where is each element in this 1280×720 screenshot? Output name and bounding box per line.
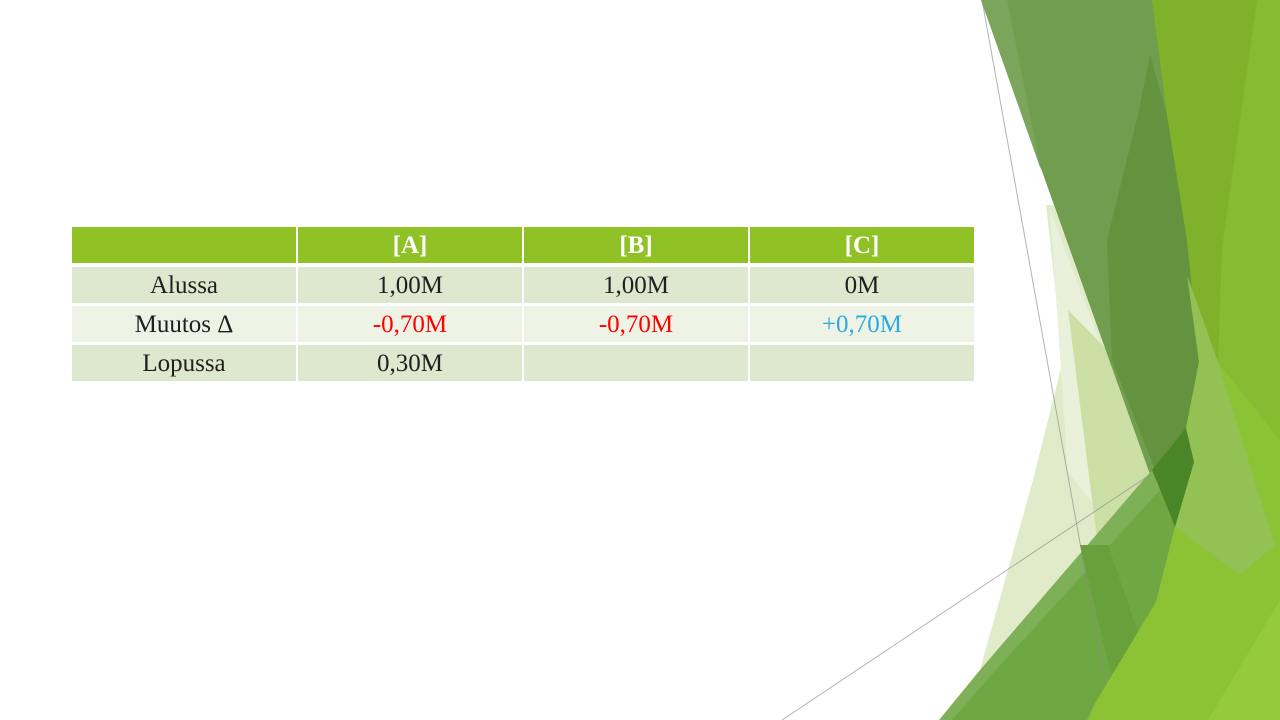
cell-value: -0,70M <box>524 306 748 342</box>
cell-value <box>750 345 974 381</box>
decor-light-band <box>1175 275 1275 575</box>
cell-value: 1,00M <box>298 267 522 303</box>
row-label: Alussa <box>72 267 296 303</box>
decor-dark-kite <box>1152 428 1194 527</box>
facet-line-vertical <box>981 0 1113 720</box>
cell-value: 0,30M <box>298 345 522 381</box>
table-row: Alussa 1,00M 1,00M 0M <box>72 267 974 303</box>
table-header-row: [A] [B] [C] <box>72 227 974 263</box>
header-cell-c: [C] <box>750 227 974 263</box>
header-cell-a: [A] <box>298 227 522 263</box>
decor-dark-olive <box>1107 55 1199 527</box>
cell-value: -0,70M <box>298 306 522 342</box>
decor-bright-lower <box>1088 362 1280 720</box>
cell-value: +0,70M <box>750 306 974 342</box>
table-row: Muutos Δ -0,70M -0,70M +0,70M <box>72 306 974 342</box>
decor-sage-light-strip <box>981 0 1041 170</box>
data-table: [A] [B] [C] Alussa 1,00M 1,00M 0M Muutos… <box>72 227 974 384</box>
decor-bright-edge-top <box>1218 0 1280 440</box>
header-cell-empty <box>72 227 296 263</box>
table-row: Lopussa 0,30M <box>72 345 974 381</box>
cell-value <box>524 345 748 381</box>
cell-value: 1,00M <box>524 267 748 303</box>
header-cell-b: [B] <box>524 227 748 263</box>
row-label: Muutos Δ <box>72 306 296 342</box>
row-label: Lopussa <box>72 345 296 381</box>
decor-corner-light <box>1208 600 1280 720</box>
cell-value: 0M <box>750 267 974 303</box>
